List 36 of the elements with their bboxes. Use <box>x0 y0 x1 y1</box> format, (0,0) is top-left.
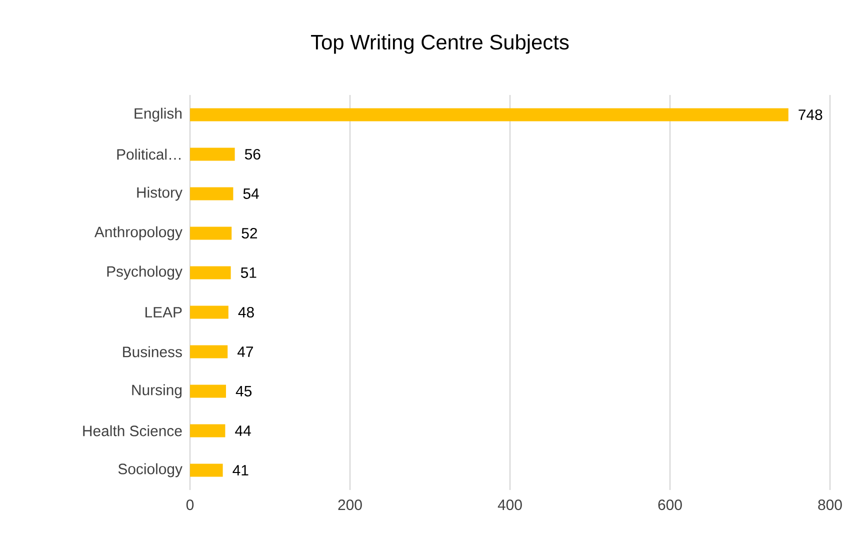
bar <box>190 226 232 240</box>
bar <box>190 148 235 161</box>
data-label: 48 <box>238 306 254 318</box>
y-tick-label: Sociology <box>118 463 182 478</box>
y-tick-label: Business <box>123 346 182 358</box>
bar <box>190 187 234 200</box>
x-tick-label: 400 <box>498 500 522 510</box>
data-label: 52 <box>242 228 257 239</box>
y-tick-label: Anthropology <box>94 226 182 240</box>
data-label: 56 <box>244 148 260 160</box>
y-tick-label: LEAP <box>145 307 182 318</box>
x-tick-label: 800 <box>818 500 842 510</box>
data-label: 748 <box>798 109 822 120</box>
x-tick-label: 600 <box>658 500 682 510</box>
data-label: 51 <box>240 268 256 278</box>
y-tick-label: Political… <box>117 148 180 160</box>
y-tick-label: English <box>134 108 182 122</box>
data-label: 41 <box>232 465 248 476</box>
bar <box>190 266 231 280</box>
chart-title: Top Writing Centre Subjects <box>311 34 569 54</box>
y-tick-label: Psychology <box>107 266 182 280</box>
bar <box>190 464 223 477</box>
bar <box>190 384 226 398</box>
x-tick-label: 0 <box>186 500 194 510</box>
y-tick-label: Health Science <box>83 425 182 436</box>
y-tick-label: Nursing <box>132 384 182 398</box>
bar <box>190 345 228 358</box>
data-label: 54 <box>243 188 259 199</box>
y-tick-label: History <box>137 186 182 201</box>
bar <box>190 306 228 319</box>
bar <box>190 108 788 122</box>
data-label: 45 <box>236 386 252 396</box>
x-tick-label: 200 <box>338 500 362 510</box>
data-label: 44 <box>235 426 251 436</box>
bar <box>190 424 226 438</box>
data-label: 47 <box>237 346 253 357</box>
